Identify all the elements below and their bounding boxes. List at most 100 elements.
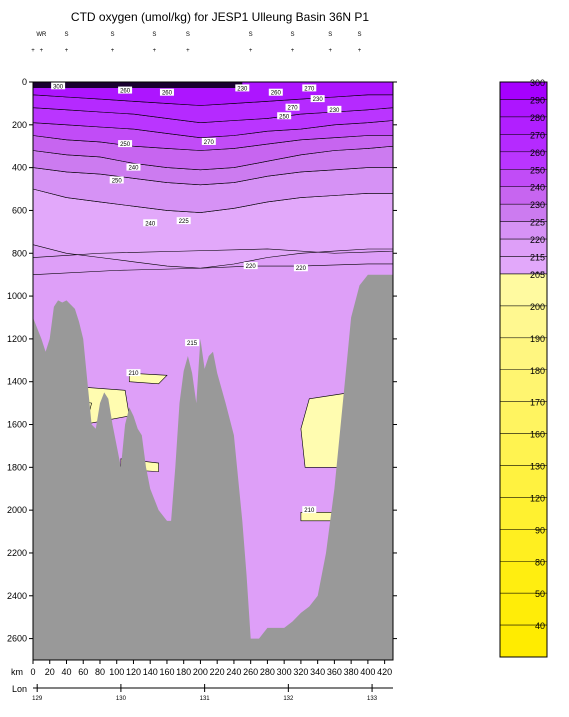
station-marker-2: + xyxy=(111,48,115,54)
contour-label-bg-1 xyxy=(118,86,133,94)
station-header-8: S xyxy=(358,32,362,38)
contour-label-bg-3 xyxy=(235,84,250,92)
contour-label-bg-19 xyxy=(126,369,141,377)
lon-tick-label-4: 133 xyxy=(367,696,378,702)
station-marker-1: + xyxy=(65,48,69,54)
colorbar-label-270: 270 xyxy=(530,130,545,140)
x-tick-label-11: 220 xyxy=(210,667,225,677)
colorbar-label-215: 215 xyxy=(530,253,545,263)
x-tick-label-14: 280 xyxy=(260,667,275,677)
colorbar-label-120: 120 xyxy=(530,493,545,503)
y-tick-label-13: 2600 xyxy=(7,634,27,644)
contour-label-17: 220 xyxy=(296,266,307,272)
colorbar-label-200: 200 xyxy=(530,302,545,312)
contour-label-20: 210 xyxy=(304,508,315,514)
station-header-4: S xyxy=(186,32,190,38)
x-tick-label-0: 0 xyxy=(30,667,35,677)
lon-axis-label: Lon xyxy=(12,684,27,694)
station-header-3: S xyxy=(152,32,156,38)
contour-label-0: 300 xyxy=(53,84,64,90)
x-tick-label-18: 360 xyxy=(327,667,342,677)
y-tick-label-10: 2000 xyxy=(7,505,27,515)
station-marker-0: + xyxy=(40,48,44,54)
colorbar-label-260: 260 xyxy=(530,148,545,158)
station-marker-7: + xyxy=(328,48,332,54)
contour-label-9: 250 xyxy=(279,114,290,120)
y-tick-label-0: 0 xyxy=(22,77,27,87)
contour-label-14: 240 xyxy=(145,221,156,227)
station-marker-3: + xyxy=(153,48,157,54)
colorbar-label-220: 220 xyxy=(530,235,545,245)
colorbar-label-230: 230 xyxy=(530,200,545,210)
surface-streak xyxy=(33,82,243,88)
y-tick-label-9: 1800 xyxy=(7,462,27,472)
x-tick-label-8: 160 xyxy=(159,667,174,677)
y-tick-label-6: 1200 xyxy=(7,334,27,344)
contour-label-bg-14 xyxy=(143,219,158,227)
colorbar-swatch-130 xyxy=(499,465,548,498)
contour-label-bg-20 xyxy=(302,506,317,514)
colorbar-label-225: 225 xyxy=(530,218,545,228)
colorbar-label-180: 180 xyxy=(530,366,545,376)
x-tick-label-13: 260 xyxy=(243,667,258,677)
y-tick-label-7: 1400 xyxy=(7,377,27,387)
x-tick-label-7: 140 xyxy=(143,667,158,677)
contour-label-2: 260 xyxy=(162,91,173,97)
x-tick-label-9: 180 xyxy=(176,667,191,677)
y-tick-label-4: 800 xyxy=(12,248,27,258)
contour-label-bg-9 xyxy=(277,112,292,120)
station-marker-first: + xyxy=(31,48,35,54)
contour-label-bg-7 xyxy=(285,103,300,111)
colorbar-label-250: 250 xyxy=(530,165,545,175)
x-tick-label-16: 320 xyxy=(293,667,308,677)
y-tick-label-2: 400 xyxy=(12,163,27,173)
station-marker-4: + xyxy=(186,48,190,54)
contour-label-bg-0 xyxy=(51,82,66,90)
contour-label-12: 240 xyxy=(128,166,139,172)
x-tick-label-17: 340 xyxy=(310,667,325,677)
colorbar-label-290: 290 xyxy=(530,95,545,105)
x-axis-label: km xyxy=(11,667,23,677)
x-tick-label-4: 80 xyxy=(95,667,105,677)
colorbar-label-205: 205 xyxy=(530,270,545,280)
colorbar-label-280: 280 xyxy=(530,113,545,123)
station-header-2: S xyxy=(111,32,115,38)
contour-label-15: 225 xyxy=(179,219,190,225)
colorbar-label-170: 170 xyxy=(530,398,545,408)
contour-label-bg-5 xyxy=(302,84,317,92)
contour-label-bg-15 xyxy=(176,217,191,225)
contour-label-bg-6 xyxy=(310,95,325,103)
station-header-1: S xyxy=(64,32,68,38)
colorbar-label-160: 160 xyxy=(530,430,545,440)
y-tick-label-8: 1600 xyxy=(7,420,27,430)
colorbar-label-40: 40 xyxy=(535,621,545,631)
contour-label-bg-18 xyxy=(185,339,200,347)
x-tick-label-3: 60 xyxy=(78,667,88,677)
x-tick-label-12: 240 xyxy=(226,667,241,677)
x-tick-label-20: 400 xyxy=(360,667,375,677)
x-tick-label-5: 100 xyxy=(109,667,124,677)
y-tick-label-5: 1000 xyxy=(7,291,27,301)
contour-label-5: 270 xyxy=(304,86,315,92)
contour-label-19: 210 xyxy=(128,371,139,377)
lon-tick-label-1: 130 xyxy=(116,696,127,702)
colorbar-label-300: 300 xyxy=(530,78,545,88)
contour-label-10: 270 xyxy=(204,140,215,146)
contour-label-1: 260 xyxy=(120,89,131,95)
contour-label-16: 220 xyxy=(246,264,257,270)
contour-label-8: 230 xyxy=(329,108,340,114)
colorbar-swatch-160 xyxy=(499,433,548,466)
lon-tick-label-2: 131 xyxy=(200,696,211,702)
colorbar-label-130: 130 xyxy=(530,462,545,472)
colorbar-swatch-205 xyxy=(499,273,548,307)
contour-label-bg-13 xyxy=(109,176,124,184)
plot-area: 300 260 260 230 260 270 230 270 230 250 270 250 240 2… xyxy=(33,82,393,660)
lon-tick-label-0: 129 xyxy=(32,696,43,702)
station-marker-5: + xyxy=(249,48,253,54)
station-marker-6: + xyxy=(291,48,295,54)
lon-tick-label-3: 132 xyxy=(283,696,294,702)
colorbar-label-240: 240 xyxy=(530,183,545,193)
x-tick-label-6: 120 xyxy=(126,667,141,677)
colorbar-frame xyxy=(499,81,548,658)
colorbar-swatch-190 xyxy=(499,337,548,371)
